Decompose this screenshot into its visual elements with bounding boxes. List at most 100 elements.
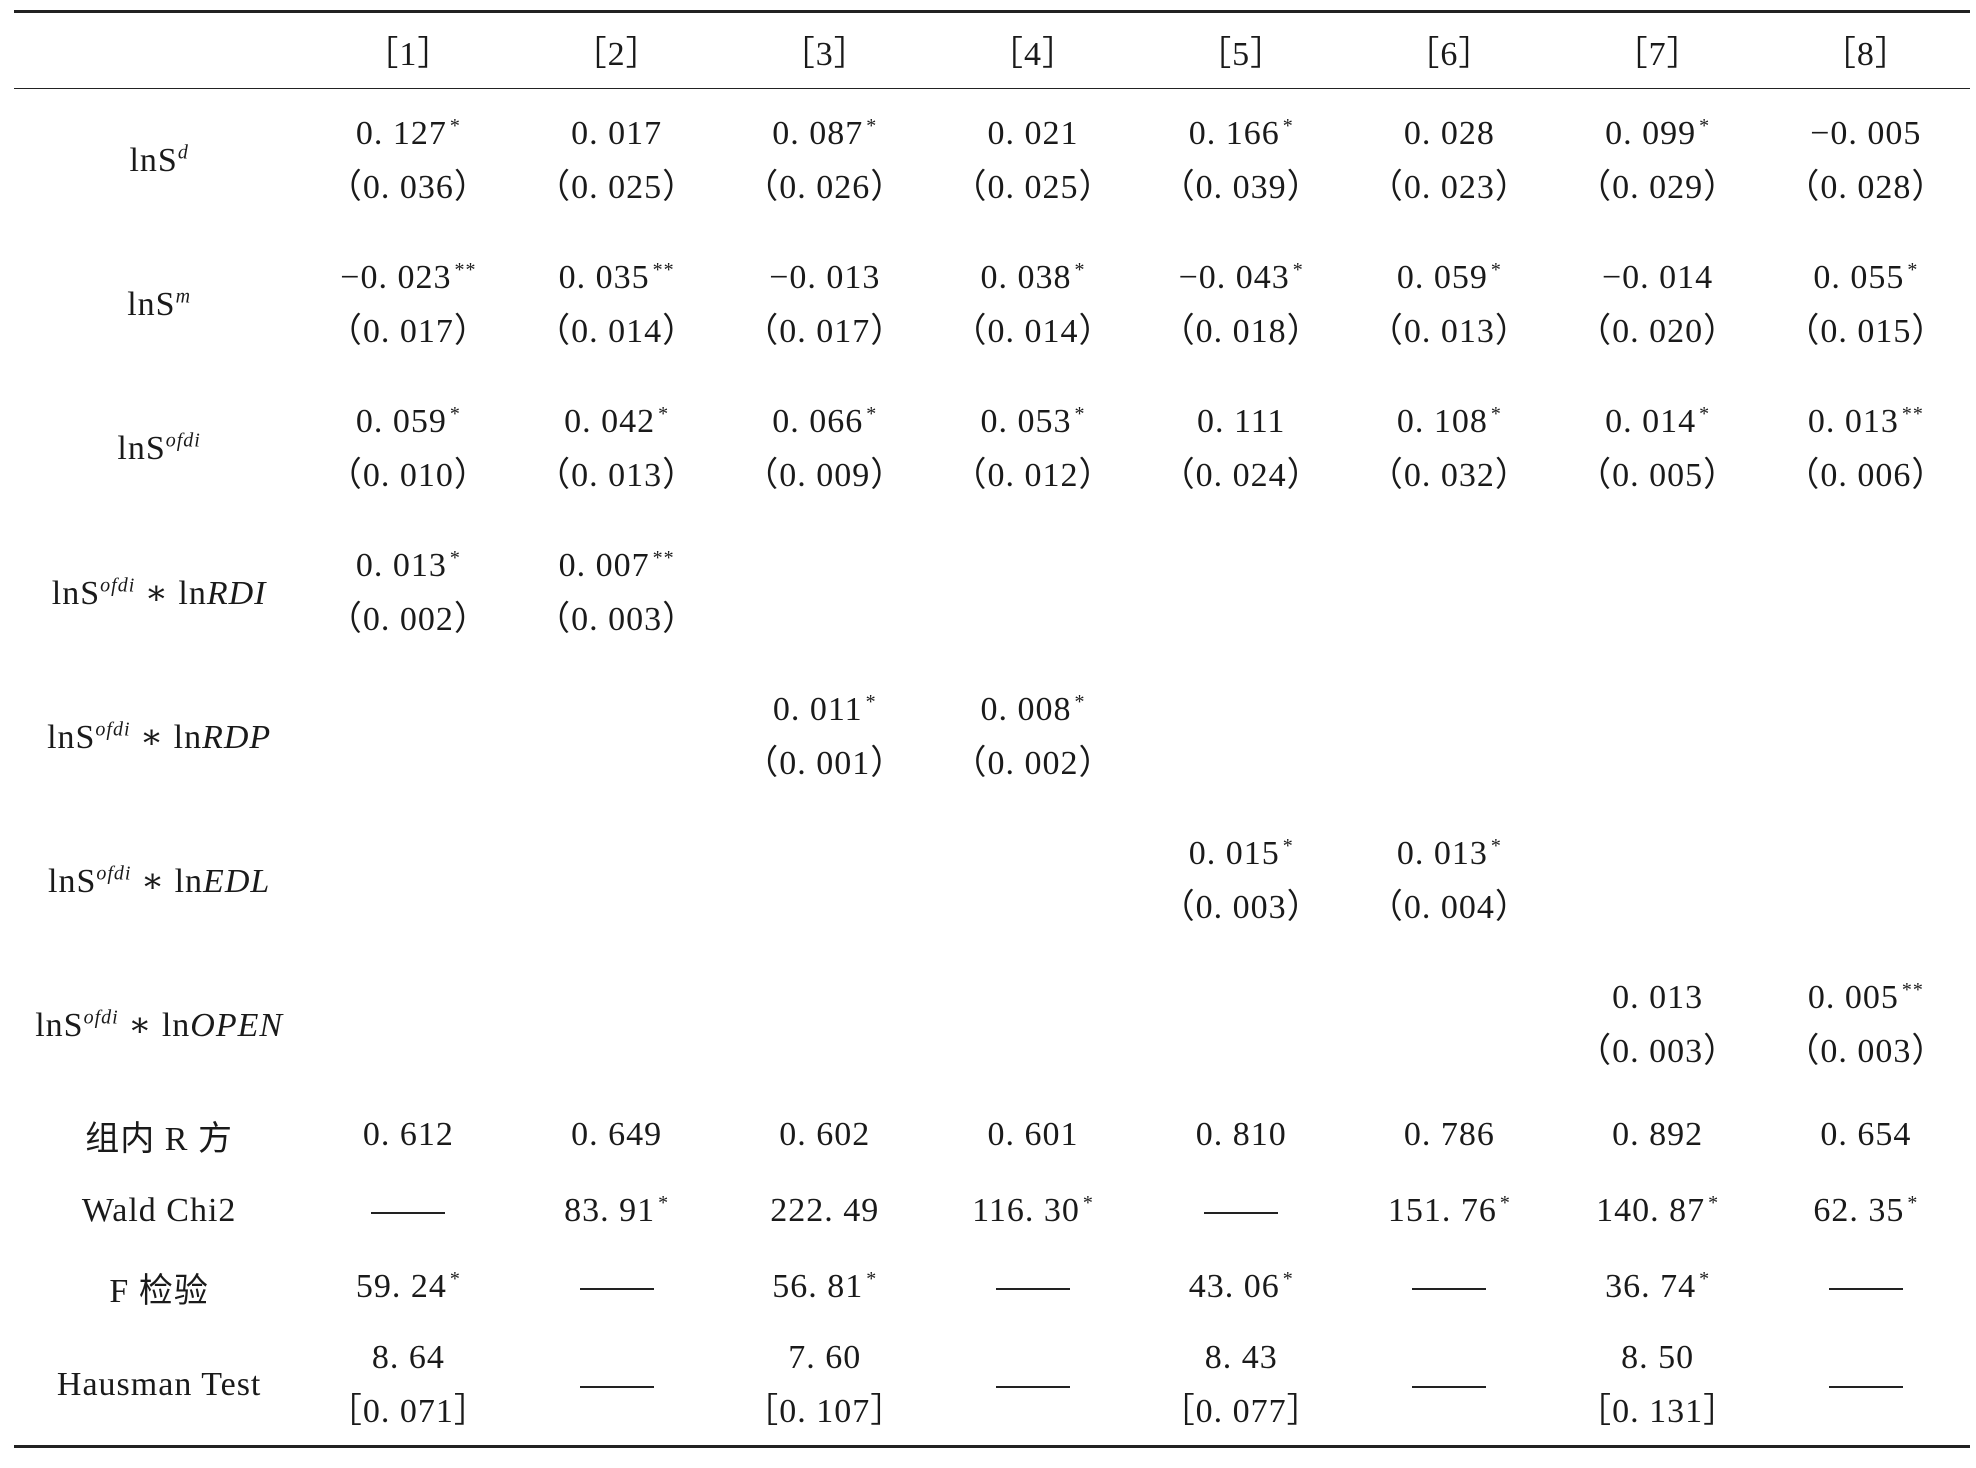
significance-stars: ** [652, 546, 675, 569]
standard-error: （0. 036） [327, 169, 489, 206]
variable-base: lnS [51, 575, 101, 612]
variable-base: lnS [35, 1007, 84, 1044]
coefficient-value: 0. 035 [558, 259, 650, 296]
standard-error: （0. 002） [952, 745, 1114, 782]
column-header: ［5］ [1197, 36, 1286, 73]
empty-dash [1828, 1386, 1903, 1389]
coefficient-value: 0. 055 [1813, 259, 1905, 296]
empty-dash [1828, 1288, 1903, 1291]
standard-error: （0. 013） [536, 457, 698, 494]
significance-stars: * [1292, 258, 1304, 281]
coefficient-line: 0. 013 * [1345, 827, 1553, 881]
significance-stars: * [449, 546, 461, 569]
stat-line: 0. 601 [929, 1108, 1137, 1162]
significance-stars: * [1074, 690, 1086, 713]
hausman-statistic: 8. 64 [371, 1339, 445, 1376]
coefficient-cell [304, 665, 512, 809]
coefficient-value: 0. 166 [1188, 115, 1280, 152]
standard-error: （0. 003） [536, 601, 698, 638]
variable-superscript: m [175, 285, 192, 308]
coefficient-line: 0. 014 * [1554, 395, 1762, 449]
coefficient-cell: 0. 017 （0. 025） [512, 89, 720, 234]
stat-cell: 36. 74 * [1554, 1249, 1762, 1325]
interaction-operator: ∗ [118, 1007, 162, 1044]
variable-superscript: d [177, 141, 189, 164]
empty-dash [371, 1212, 446, 1215]
coefficient-cell [929, 521, 1137, 665]
coefficient-cell: 0. 013 ** （0. 006） [1762, 377, 1970, 521]
coefficient-cell [1762, 521, 1970, 665]
stat-cell: 43. 06 * [1137, 1249, 1345, 1325]
variable-base: lnS [117, 430, 166, 467]
coefficient-cell: 0. 008 * （0. 002） [929, 665, 1137, 809]
coefficient-cell: 0. 066 * （0. 009） [721, 377, 929, 521]
stat-line: 83. 91 * [512, 1184, 720, 1238]
empty-dash [995, 1386, 1070, 1389]
coefficient-value: 0. 014 [1605, 403, 1697, 440]
standard-error: （0. 003） [1577, 1033, 1739, 1070]
empty-dash [995, 1288, 1070, 1291]
coefficient-value: 0. 111 [1196, 403, 1286, 440]
stat-value: 0. 654 [1820, 1116, 1912, 1153]
coefficient-cell: −0. 043 * （0. 018） [1137, 233, 1345, 377]
coefficient-cell [1345, 665, 1553, 809]
coefficient-line: 0. 053 * [929, 395, 1137, 449]
coefficient-line: 0. 011 * [721, 683, 929, 737]
coefficient-line: 0. 021 [929, 107, 1137, 161]
coefficient-cell: 0. 053 * （0. 012） [929, 377, 1137, 521]
coefficient-cell [929, 953, 1137, 1097]
coefficient-cell [1554, 665, 1762, 809]
stat-line: 0. 654 [1762, 1108, 1970, 1162]
coefficient-line: 0. 013 ** [1762, 395, 1970, 449]
variable-label: lnSofdi ∗ lnOPEN [14, 953, 304, 1097]
coefficient-line: 0. 013 * [304, 539, 512, 593]
standard-error: （0. 017） [327, 313, 489, 350]
coefficient-row: lnSofdi 0. 059 * （0. 010） 0. 042 * （0. 013） 0. … [14, 377, 1970, 521]
stat-cell: 8. 43 ［0. 077］ [1137, 1325, 1345, 1447]
significance-stars: * [1282, 834, 1294, 857]
coefficient-cell [512, 665, 720, 809]
standard-error: （0. 014） [952, 313, 1114, 350]
stat-cell: 7. 60 ［0. 107］ [721, 1325, 929, 1447]
stat-value: 0. 786 [1403, 1116, 1495, 1153]
hausman-p-value: ［0. 071］ [327, 1393, 489, 1430]
hausman-statistic: 7. 60 [788, 1339, 862, 1376]
column-header: ［2］ [572, 36, 661, 73]
stat-line: 43. 06 * [1137, 1260, 1345, 1314]
coefficient-cell [512, 953, 720, 1097]
variable-superscript: ofdi [100, 574, 136, 597]
significance-stars: ** [1901, 978, 1924, 1001]
coefficient-cell [1137, 521, 1345, 665]
coefficient-value: 0. 008 [980, 691, 1072, 728]
coefficient-line: −0. 043 * [1137, 251, 1345, 305]
stat-value: 36. 74 [1605, 1268, 1697, 1305]
stat-line: 59. 24 * [304, 1260, 512, 1314]
coefficient-value: 0. 017 [571, 115, 663, 152]
coefficient-cell: −0. 013 （0. 017） [721, 233, 929, 377]
standard-error: （0. 003） [1160, 889, 1322, 926]
coefficient-line: 0. 059 * [304, 395, 512, 449]
coefficient-line: 0. 042 * [512, 395, 720, 449]
coefficient-cell: 0. 038 * （0. 014） [929, 233, 1137, 377]
stat-value: 56. 81 [772, 1268, 864, 1305]
empty-dash [579, 1386, 654, 1389]
coefficient-line: 0. 055 * [1762, 251, 1970, 305]
stat-line: 151. 76 * [1345, 1184, 1553, 1238]
coefficient-line: −0. 023 ** [304, 251, 512, 305]
empty-dash [1412, 1288, 1487, 1291]
coefficient-value: 0. 059 [1396, 259, 1488, 296]
standard-error: （0. 006） [1785, 457, 1947, 494]
stat-cell: 0. 892 [1554, 1097, 1762, 1173]
standard-error: （0. 005） [1577, 457, 1739, 494]
hausman-p-value: ［0. 131］ [1577, 1393, 1739, 1430]
standard-error: （0. 025） [952, 169, 1114, 206]
coefficient-cell: 0. 013 * （0. 002） [304, 521, 512, 665]
variable-label-text: lnSofdi [117, 430, 200, 467]
stat-line: 0. 810 [1137, 1108, 1345, 1162]
significance-stars: * [1499, 1191, 1511, 1214]
stat-cell: 0. 601 [929, 1097, 1137, 1173]
stat-cell: 0. 810 [1137, 1097, 1345, 1173]
standard-error: （0. 010） [327, 457, 489, 494]
variable-superscript: ofdi [96, 862, 132, 885]
coefficient-value: 0. 011 [772, 691, 863, 728]
